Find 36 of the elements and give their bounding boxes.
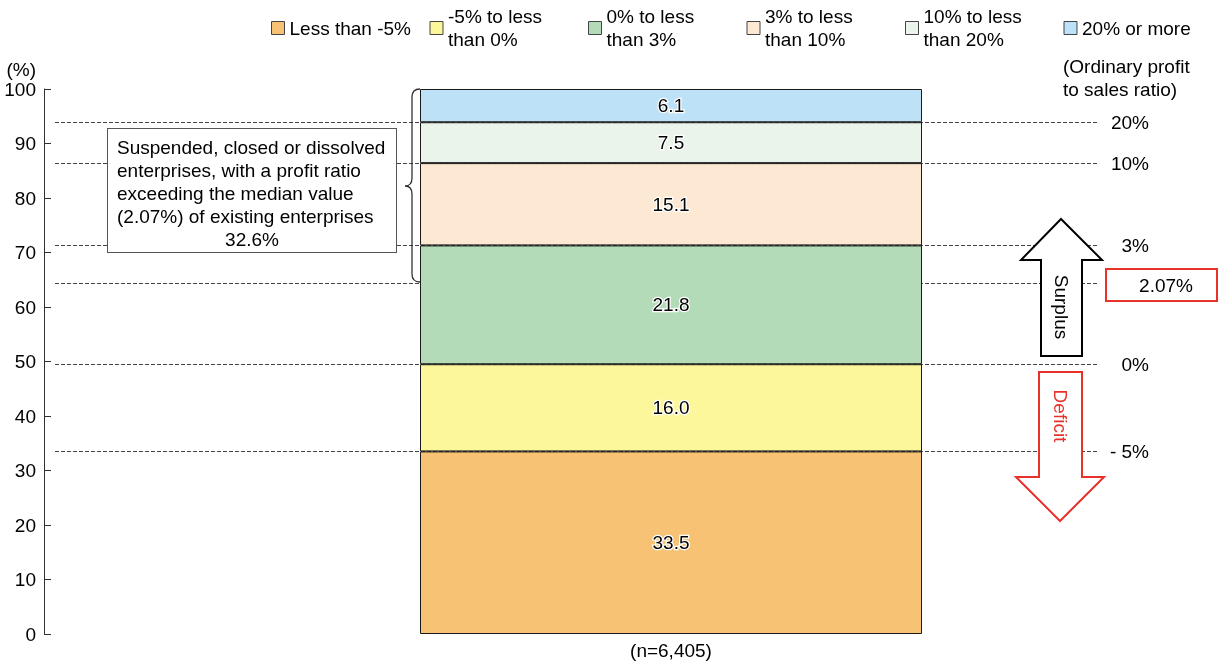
y-tick-label: 20 [14, 514, 36, 536]
legend-label: -5% to less than 0% [448, 6, 548, 50]
legend-label: 10% to less than 20% [923, 6, 1027, 50]
text: 20% [1110, 111, 1150, 133]
data-label: 16.0 [652, 397, 690, 419]
text: 0% [1121, 353, 1150, 375]
y-tick-label: 70 [14, 242, 36, 263]
data-label: 15.1 [652, 193, 690, 215]
annotation: Deficit [1049, 389, 1071, 444]
x-tick-label: (n=6,405) [630, 640, 712, 661]
text: 3% [1121, 234, 1150, 256]
annotation: (Ordinary profit to sales ratio) [1063, 55, 1191, 101]
y-tick-label: 80 [14, 187, 36, 209]
legend-label: 0% to less than 3% [606, 6, 700, 50]
legend-label: 20% or more [1082, 17, 1191, 39]
data-label: 6.1 [657, 95, 685, 117]
data-label: 7.5 [657, 132, 685, 154]
y-axis-title: (%) [6, 59, 36, 80]
text: 2.07% [1139, 275, 1194, 297]
y-tick-label: 60 [14, 296, 36, 318]
data-label: 33.5 [652, 532, 690, 554]
annotation: 32.6% [224, 228, 280, 251]
text-box: Suspended, closed or dissolved enterprises, with a profit ratio exceeding the median value (2.07%) of existing enterprises 32.6% [107, 128, 397, 253]
text: - 5% [1109, 440, 1150, 462]
y-tick-label: 10 [14, 569, 36, 590]
data-label: 21.8 [652, 294, 690, 316]
y-tick-label: 40 [14, 405, 36, 427]
legend-label: 3% to less than 10% [765, 6, 858, 50]
annotation: Surplus [1050, 274, 1072, 340]
y-tick-label: 30 [14, 460, 36, 481]
annotation: Suspended, closed or dissolved enterprises, with a profit ratio exceeding the median value (2.07%) of existing enterprises [117, 136, 387, 228]
y-tick-label: 50 [14, 351, 36, 372]
y-tick-label: 90 [14, 133, 36, 154]
text: 10% [1110, 152, 1150, 174]
y-tick-label: 0 [25, 623, 36, 645]
legend-label: Less than -5% [289, 17, 412, 39]
